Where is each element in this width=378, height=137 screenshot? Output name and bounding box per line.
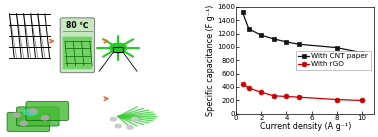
With CNT paper [240, 11, 245, 13]
Ellipse shape [23, 110, 38, 115]
Y-axis label: Specific capacitance (F g⁻¹): Specific capacitance (F g⁻¹) [206, 5, 215, 116]
Circle shape [41, 116, 48, 120]
With CNT paper [246, 28, 251, 30]
X-axis label: Current density (A g⁻¹): Current density (A g⁻¹) [260, 122, 351, 132]
Legend: With CNT paper, With rGO: With CNT paper, With rGO [296, 51, 370, 70]
With rGO [297, 96, 301, 98]
Circle shape [13, 113, 20, 117]
Circle shape [115, 124, 121, 128]
With CNT paper [284, 41, 289, 43]
FancyBboxPatch shape [60, 18, 94, 73]
Text: 80 ℃: 80 ℃ [66, 21, 88, 30]
FancyBboxPatch shape [17, 107, 59, 126]
FancyBboxPatch shape [7, 112, 50, 132]
Line: With rGO: With rGO [240, 81, 364, 103]
Circle shape [110, 43, 126, 53]
With CNT paper [334, 47, 339, 48]
Circle shape [110, 117, 116, 121]
With CNT paper [259, 34, 263, 36]
Circle shape [29, 109, 37, 113]
With rGO [259, 92, 263, 93]
With CNT paper [297, 43, 301, 45]
With CNT paper [359, 52, 364, 53]
Line: With CNT paper: With CNT paper [240, 10, 364, 55]
With rGO [246, 87, 251, 89]
With rGO [272, 95, 276, 97]
With CNT paper [272, 38, 276, 40]
Circle shape [20, 121, 27, 125]
With rGO [359, 100, 364, 101]
FancyBboxPatch shape [63, 37, 92, 69]
With rGO [240, 83, 245, 85]
FancyBboxPatch shape [26, 101, 68, 121]
With rGO [284, 96, 289, 97]
Circle shape [132, 117, 138, 121]
Bar [113, 47, 123, 52]
Circle shape [127, 126, 133, 129]
With rGO [334, 99, 339, 100]
